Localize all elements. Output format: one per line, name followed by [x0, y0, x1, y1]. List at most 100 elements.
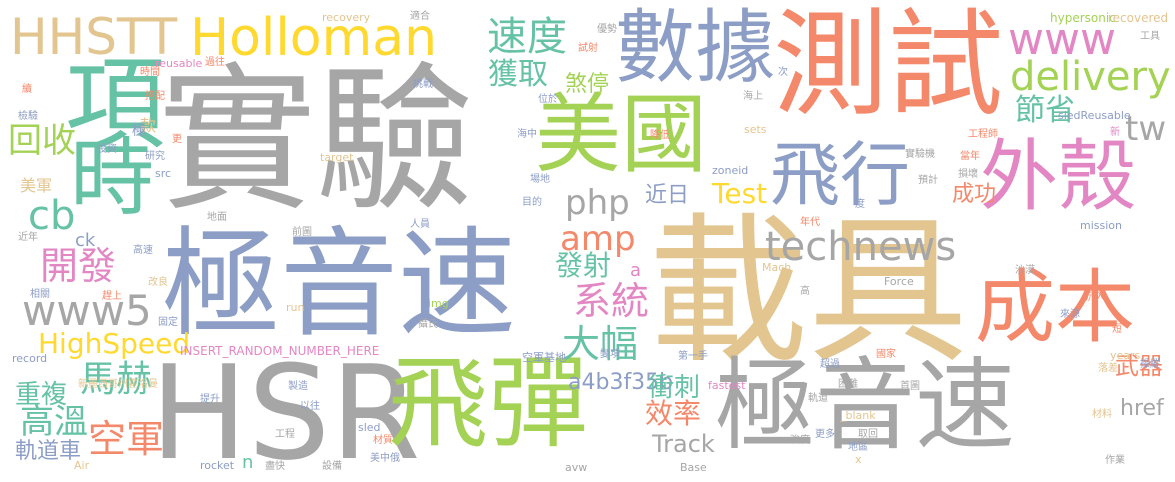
word-n: n	[242, 452, 254, 473]
word-highspeed: HighSpeed	[38, 327, 191, 360]
word-gongju: 工具	[1140, 31, 1160, 42]
word-a4b3f35b: a4b3f35b	[568, 370, 674, 395]
word-sheshi: 攝氏	[418, 319, 438, 330]
word-dafu: 大幅	[562, 322, 639, 366]
word-dangnian: 當年	[960, 151, 980, 162]
word-jinkuai: 盡快	[265, 461, 285, 472]
word-huoqu: 獲取	[488, 57, 548, 92]
word-amp: amp	[560, 219, 636, 259]
word-diyishou: 第一手	[678, 351, 708, 362]
word-dapei: 搭配	[145, 91, 165, 102]
word-rocket: rocket	[200, 459, 235, 472]
word-haizhong: 海中	[517, 129, 537, 140]
word-hhstt: HHSTT	[10, 8, 178, 66]
word-holloman: Holloman	[190, 8, 438, 68]
word-yanjiu: 研究	[145, 151, 165, 162]
word-xin: 新	[1110, 127, 1120, 138]
word-chongci: 衝刺	[648, 373, 701, 403]
word-shamo: 沙漠	[1015, 265, 1035, 276]
word-src: src	[155, 167, 172, 180]
word-tisheng: 提升	[200, 394, 220, 405]
word-luocha: 落差	[1098, 363, 1118, 374]
word-xiaolv: 效率	[645, 397, 702, 430]
word-jianyan: 檢驗	[18, 111, 38, 122]
word-chongfu: 重複	[15, 380, 68, 410]
word-shihe: 適合	[410, 11, 430, 22]
word-gao: 高	[800, 286, 810, 297]
word-meiguo: 美國	[535, 85, 707, 185]
word-php: php	[565, 183, 630, 223]
word-avw: avw	[565, 461, 588, 474]
word-haishang: 海上	[743, 91, 763, 102]
word-ck: ck	[75, 230, 96, 251]
word-img: img	[428, 297, 449, 310]
word-dimian: 地面	[207, 212, 227, 223]
word-jiyinsu-2: 極音速	[715, 347, 1015, 464]
word-cailiao: 材料	[1092, 409, 1112, 420]
word-run: run	[286, 301, 305, 314]
word-href: href	[1120, 396, 1164, 421]
word-shating: 煞停	[565, 72, 610, 97]
word-shiyan: 實驗	[158, 49, 474, 233]
word-youshi: 優勢	[597, 24, 617, 35]
word-jiesheng: 節省	[1015, 93, 1075, 128]
word-duan: 短	[1112, 324, 1122, 335]
word-ji: 極	[132, 123, 146, 139]
word-sled: sled	[358, 421, 381, 434]
word-tiaozhan: 挑戰	[413, 79, 433, 90]
word-zaiju: 載具	[648, 198, 969, 385]
word-mach: Mach	[762, 261, 792, 274]
word-sunhuai: 損壞	[958, 169, 978, 180]
word-fastest: fastest	[708, 379, 746, 392]
word-ganshang: 趕上	[102, 291, 122, 302]
word-kongjun-jidi: 空軍基地	[522, 351, 566, 364]
word-mission: mission	[1080, 219, 1122, 232]
word-gaosu: 高速	[133, 245, 153, 256]
word-qiantu: 前圖	[292, 227, 312, 238]
word-du: 度	[855, 199, 865, 210]
word-zoneid: zoneid	[712, 164, 749, 177]
word-renyuan: 人員	[410, 219, 430, 230]
word-caozong: 操縱	[1140, 359, 1160, 370]
word-touzi: 投資	[97, 144, 117, 155]
word-huishou: 回收	[8, 121, 76, 161]
word-chenru: 沉入	[1085, 292, 1105, 303]
word-shoutu: 首圖	[900, 381, 920, 392]
word-technews: technews	[765, 224, 957, 270]
word-blank: _blank	[840, 409, 876, 422]
word-hypersonic: hypersonic	[1050, 11, 1116, 25]
word-hsr: HSR	[150, 337, 421, 482]
word-guidao: 軌道	[808, 393, 828, 404]
word-shiyanji: 實驗機	[905, 149, 935, 160]
word-sudu: 速度	[487, 14, 567, 60]
word-kunnan: 困難	[838, 379, 858, 390]
word-weiyu: 位於	[538, 94, 558, 105]
word-jiyinsu-1: 極音速	[162, 215, 517, 353]
word-niandai: 年代	[800, 217, 820, 228]
word-recovery: recovery	[322, 11, 371, 24]
word-geng: 更	[172, 134, 182, 145]
word-guowang: 過往	[205, 57, 225, 68]
word-sledreusable: sledReusable	[1058, 109, 1131, 122]
word-gaowen: 高溫	[20, 402, 88, 442]
word-gailiang: 改良	[148, 277, 168, 288]
word-years: years	[1110, 349, 1141, 362]
word-jinri: 近日	[645, 183, 690, 208]
word-zhizao: 製造	[288, 381, 308, 392]
word-gongcheng: 工程	[275, 429, 295, 440]
word-yiwang: 以往	[300, 401, 320, 412]
word-air: Air	[74, 459, 90, 472]
word-shi: 時	[70, 129, 155, 227]
word-meijun: 美軍	[20, 176, 53, 195]
word-record: record	[12, 352, 48, 365]
word-feidan: 飛彈	[388, 345, 588, 462]
word-zuoye: 作業	[1105, 455, 1125, 466]
word-www5: www5	[22, 286, 152, 335]
word-jiangdi: 降低	[650, 130, 670, 141]
word-quhui: 取回	[858, 429, 878, 440]
word-xiang: 項	[65, 46, 165, 163]
word-delivery: delivery	[1010, 54, 1171, 100]
word-guding: 固定	[158, 317, 178, 328]
word-kuan: 款	[140, 116, 157, 135]
